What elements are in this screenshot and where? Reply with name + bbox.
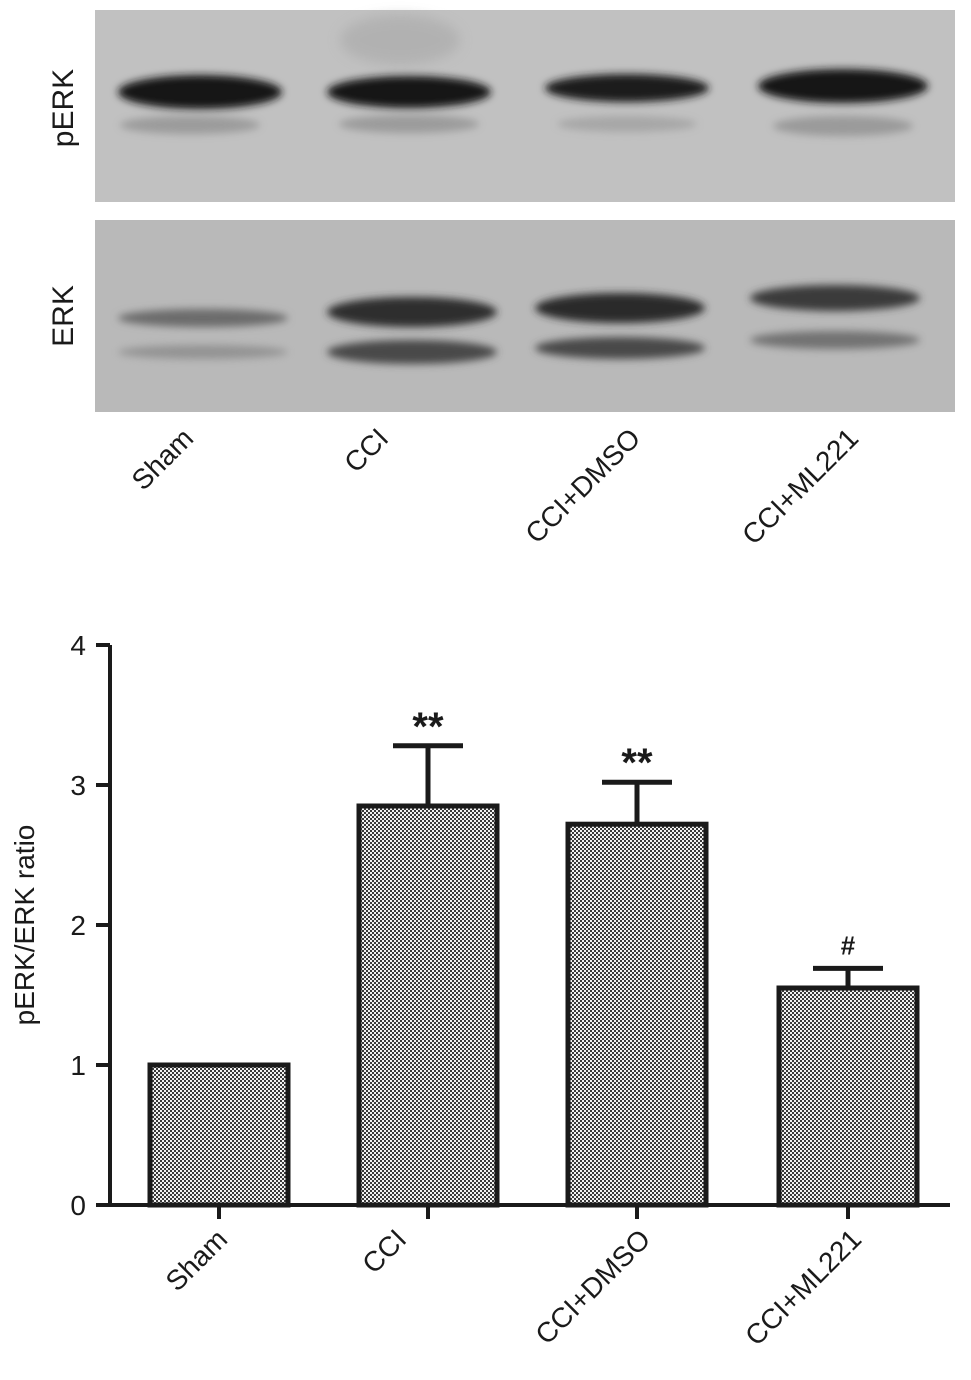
erk-band-sham	[118, 309, 288, 327]
x-tick-label: CCI+ML221	[739, 1223, 867, 1351]
perk-row-label: pERK	[47, 69, 80, 147]
bars	[147, 803, 920, 1208]
y-axis-label: pERK/ERK ratio	[9, 825, 40, 1026]
error-bars	[393, 743, 883, 988]
y-tick-label: 2	[70, 910, 86, 941]
erk-row-label: ERK	[47, 285, 80, 347]
perk-band-cci-dmso	[545, 74, 709, 102]
erk-band-cci-dmso	[535, 293, 705, 323]
y-tick-label: 0	[70, 1190, 86, 1221]
perk-bands	[118, 69, 928, 136]
bar	[147, 1062, 291, 1208]
western-blot: pERK ERK Sham CCI CCI+DMSO CCI+ML221	[47, 10, 955, 550]
blot-lane-label: CCI	[338, 422, 394, 478]
erk-bands	[118, 285, 920, 364]
blot-lane-label: CCI+DMSO	[519, 422, 646, 549]
significance-marker: **	[412, 705, 444, 749]
significance-marker: #	[841, 930, 856, 960]
blot-lane-labels: Sham CCI CCI+DMSO CCI+ML221	[126, 422, 865, 550]
bar-chart: 0 1 2 3 4 ** ** # Sham CCI CCI+DMSO CCI+ML221 pER…	[9, 630, 950, 1351]
x-tick-label: CCI	[356, 1223, 412, 1279]
y-tick-label: 4	[70, 630, 86, 661]
perk-blot-panel	[95, 10, 955, 202]
x-tick-label: CCI+DMSO	[529, 1223, 656, 1350]
x-tick-label: Sham	[160, 1223, 234, 1297]
significance-marker: **	[621, 741, 653, 785]
perk-band-cci	[327, 76, 491, 108]
y-tick-label: 1	[70, 1050, 86, 1081]
blot-lane-label: Sham	[126, 422, 200, 496]
y-tick-label: 3	[70, 770, 86, 801]
erk-blot-panel	[95, 220, 955, 412]
perk-band-cci-ml221	[758, 69, 928, 103]
perk-band-sham	[118, 75, 282, 109]
significance-markers: ** ** #	[412, 705, 855, 961]
erk-band-cci-ml221	[750, 285, 920, 311]
x-axis-ticks: Sham CCI CCI+DMSO CCI+ML221	[160, 1205, 867, 1351]
y-axis-ticks: 0 1 2 3 4	[70, 630, 110, 1221]
bar	[776, 985, 920, 1208]
erk-band-cci	[327, 297, 497, 327]
bar	[565, 821, 709, 1208]
blot-lane-label: CCI+ML221	[736, 422, 864, 550]
bar	[356, 803, 500, 1208]
